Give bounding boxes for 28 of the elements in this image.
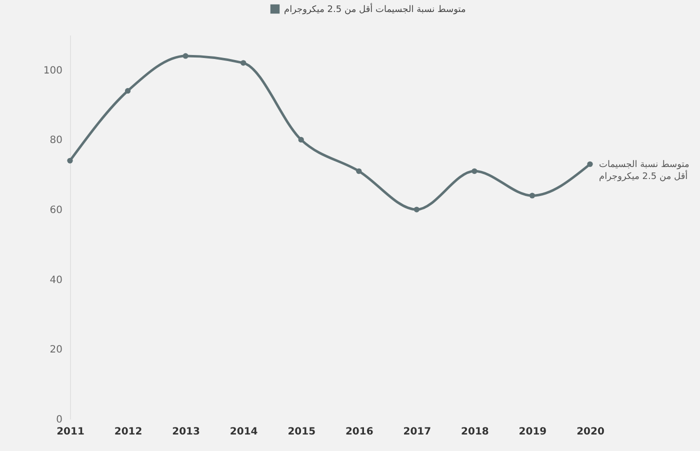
x-tick-label: 2017 xyxy=(403,426,432,438)
point xyxy=(414,206,420,212)
x-tick-label: 2014 xyxy=(230,426,258,438)
y-tick-label: 20 xyxy=(50,344,62,356)
point xyxy=(124,88,131,94)
point xyxy=(240,60,246,66)
point xyxy=(67,158,73,164)
y-tick-label: 0 xyxy=(56,414,62,426)
point xyxy=(529,192,536,198)
point xyxy=(356,168,362,174)
y-tick-label: 100 xyxy=(43,65,62,76)
point xyxy=(182,53,188,59)
point xyxy=(587,161,593,167)
y-tick-label: 60 xyxy=(50,205,62,216)
x-tick-label: 2012 xyxy=(114,426,142,438)
point xyxy=(472,168,478,174)
text: متوسط نسبة الجسيمات أقل من 2.5 ميكروجرام xyxy=(599,160,690,182)
x-tick-label: 2015 xyxy=(288,426,316,438)
x-tick-label: 2013 xyxy=(172,426,200,438)
x-tick-label: 2019 xyxy=(518,426,547,438)
y-tick-label: 40 xyxy=(50,274,62,286)
x-tick-label: 2016 xyxy=(345,426,374,438)
x-tick-label: 2011 xyxy=(56,426,84,438)
x-tick-label: 2020 xyxy=(576,426,604,438)
legend-label: متوسط نسبة الجسيمات أقل من 2.5 ميكروجرام xyxy=(284,3,466,15)
y-tick-label: 80 xyxy=(50,135,62,146)
x-tick-label: 2018 xyxy=(461,426,489,438)
point xyxy=(298,136,304,143)
